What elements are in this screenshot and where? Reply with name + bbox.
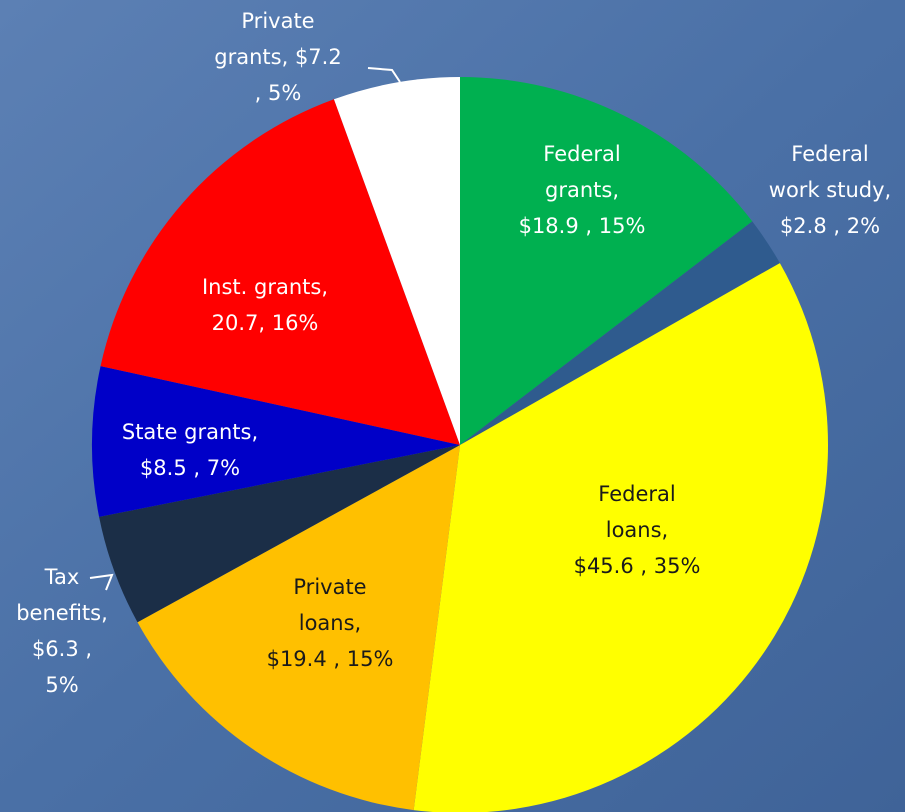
label-line: $2.8 , 2% xyxy=(780,214,880,238)
pie-slice xyxy=(333,77,460,445)
label-line: Private xyxy=(241,9,314,33)
slice-label: Federal loans, $45.6 , 35% xyxy=(574,482,701,578)
slice-label: Federal work study, $2.8 , 2% xyxy=(769,142,891,238)
slice-label: State grants, $8.5 , 7% xyxy=(122,420,258,480)
label-line: $6.3 , xyxy=(32,637,92,661)
label-line: State grants, xyxy=(122,420,258,444)
label-line: Federal xyxy=(543,142,620,166)
label-line: , 5% xyxy=(255,81,302,105)
label-line: $8.5 , 7% xyxy=(140,456,240,480)
label-line: work study, xyxy=(769,178,891,202)
label-line: $45.6 , 35% xyxy=(574,554,701,578)
label-line: Inst. grants, xyxy=(202,275,328,299)
pie-slice xyxy=(460,221,780,445)
label-line: grants, xyxy=(545,178,619,202)
label-line: Federal xyxy=(791,142,868,166)
pie-slice xyxy=(460,77,753,445)
label-line: $18.9 , 15% xyxy=(519,214,646,238)
pie-slice xyxy=(137,445,460,811)
label-line: grants, $7.2 xyxy=(214,45,341,69)
slice-label: Federal grants, $18.9 , 15% xyxy=(519,142,646,238)
slice-label: Private grants, $7.2 , 5% xyxy=(214,9,341,105)
label-line: 20.7, 16% xyxy=(212,311,319,335)
pie xyxy=(91,77,828,812)
pie-slice xyxy=(413,263,828,812)
label-line: loans, xyxy=(606,518,668,542)
label-line: Private xyxy=(293,575,366,599)
label-line: Federal xyxy=(598,482,675,506)
label-line: loans, xyxy=(299,611,361,635)
slice-label: Private loans, $19.4 , 15% xyxy=(267,575,394,671)
pie-slice xyxy=(99,445,460,623)
slice-label: Inst. grants, 20.7, 16% xyxy=(202,275,328,335)
slice-label: Tax benefits, $6.3 , 5% xyxy=(16,565,108,697)
label-line: $19.4 , 15% xyxy=(267,647,394,671)
leader-line xyxy=(367,67,401,83)
pie-slice xyxy=(91,366,460,517)
label-line: Tax xyxy=(44,565,80,589)
leader-line xyxy=(89,573,114,591)
label-line: 5% xyxy=(45,673,78,697)
label-line: benefits, xyxy=(16,601,108,625)
pie-slice xyxy=(100,99,460,445)
